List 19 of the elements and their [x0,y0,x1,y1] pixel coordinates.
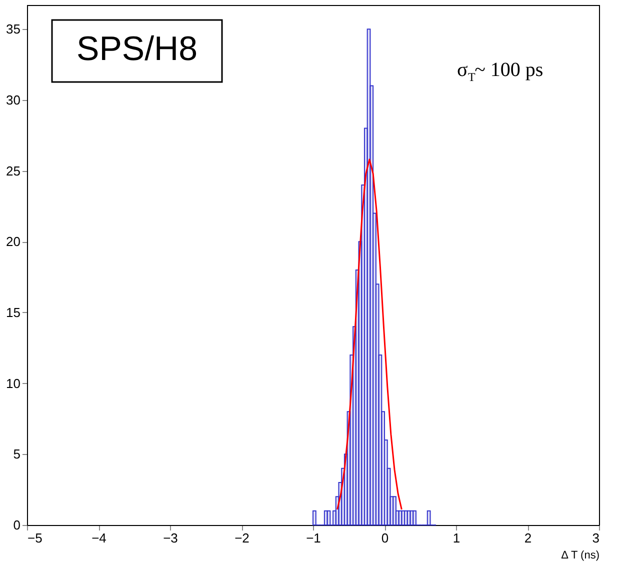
x-axis-title: Δ T (ns) [561,550,600,562]
y-tick-label: 35 [6,22,20,37]
y-tick-label: 0 [13,518,20,532]
x-tick-label: 1 [452,530,460,546]
x-tick-label: −4 [92,530,106,546]
x-tick-label: 2 [524,530,532,546]
y-tick-label: 30 [6,92,20,108]
x-tick-label: −2 [234,530,250,546]
x-tick-label: −1 [306,530,321,546]
x-tick-label: −3 [163,530,178,546]
annotation: SPS/H8 [76,30,198,68]
y-tick-label: 20 [6,234,20,250]
y-tick-label: 25 [6,163,20,178]
x-tick-label: 0 [381,530,389,546]
x-tick-label: 3 [592,530,600,546]
x-tick-label: −5 [28,530,42,546]
y-tick-label: 15 [6,304,20,320]
y-tick-label: 5 [13,446,20,462]
y-tick-label: 10 [6,376,20,391]
